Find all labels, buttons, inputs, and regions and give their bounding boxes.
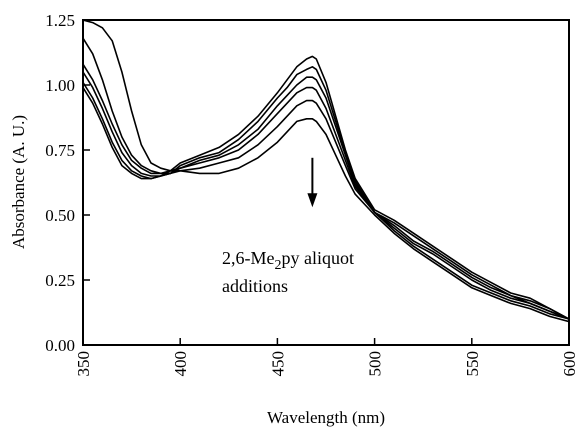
y-tick-label: 0.25 <box>45 271 75 290</box>
x-tick-label: 450 <box>268 351 287 377</box>
y-tick-label: 0.50 <box>45 206 75 225</box>
series-layer <box>83 20 569 323</box>
series-line-5 <box>83 66 569 320</box>
x-tick-label: 500 <box>366 351 385 377</box>
series-line-2 <box>83 37 569 320</box>
y-tick-label: 1.25 <box>45 11 75 30</box>
annotation: 2,6-Me2py aliquot additions <box>222 157 354 296</box>
x-axis: 350 400 450 500 550 600 <box>74 338 579 377</box>
x-tick-label: 350 <box>74 351 93 377</box>
x-tick-label: 550 <box>463 351 482 377</box>
annotation-line-1: 2,6-Me2py aliquot <box>222 248 354 273</box>
y-axis: 0.00 0.25 0.50 0.75 1.00 1.25 <box>45 11 90 355</box>
y-tick-label: 0.75 <box>45 141 75 160</box>
annotation-prefix: 2,6-Me <box>222 248 275 268</box>
series-line-6 <box>83 55 569 320</box>
x-tick-label: 400 <box>171 351 190 377</box>
y-axis-label: Absorbance (A. U.) <box>9 115 28 249</box>
y-tick-label: 0.00 <box>45 336 75 355</box>
series-line-4 <box>83 71 569 320</box>
annotation-suffix: py aliquot <box>282 248 355 268</box>
y-tick-label: 1.00 <box>45 76 75 95</box>
plot-frame <box>82 19 570 346</box>
arrow-head <box>307 193 318 208</box>
annotation-line-2: additions <box>222 276 288 296</box>
series-line-1 <box>83 20 569 323</box>
series-line-3 <box>83 63 569 320</box>
annotation-subscript: 2 <box>275 258 282 273</box>
x-tick-label: 600 <box>560 351 579 377</box>
x-axis-label: Wavelength (nm) <box>267 408 385 427</box>
